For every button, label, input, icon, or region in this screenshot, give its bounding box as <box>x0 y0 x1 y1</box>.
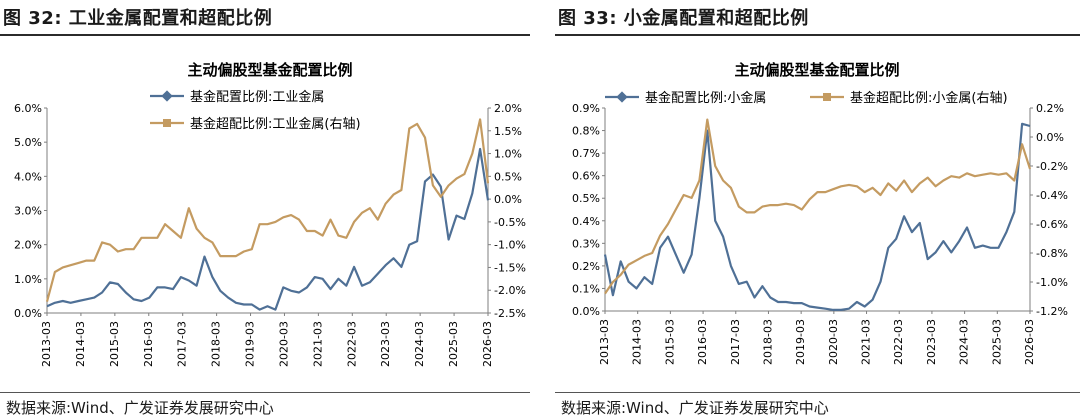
y-right-tick-label: 1.0% <box>494 148 522 161</box>
x-tick-label: 2025-03 <box>990 319 1003 365</box>
x-tick-label: 2022-03 <box>345 321 358 367</box>
legend-marker-diamond <box>616 91 628 103</box>
y-right-tick-label: 0.5% <box>494 170 522 183</box>
x-tick-label: 2018-03 <box>761 319 774 365</box>
x-tick-label: 2014-03 <box>74 321 87 367</box>
x-tick-label: 2019-03 <box>794 319 807 365</box>
x-tick-label: 2020-03 <box>277 321 290 367</box>
x-tick-label: 2026-03 <box>1023 319 1036 365</box>
series-line-overweight <box>604 118 1032 295</box>
y-right-tick-label: -0.4% <box>1036 189 1068 202</box>
legend-label: 基金配置比例:小金属 <box>645 90 766 106</box>
legend-label: 基金超配比例:小金属(右轴) <box>850 90 1008 106</box>
y-left-tick-label: 4.0% <box>14 170 42 183</box>
x-tick-label: 2020-03 <box>827 319 840 365</box>
y-right-tick-label: -1.5% <box>494 261 526 274</box>
footer-divider <box>555 392 1080 393</box>
y-left-tick-label: 0.6% <box>572 170 600 183</box>
y-right-tick-label: -2.5% <box>494 307 526 320</box>
y-left-tick-label: 0.0% <box>572 305 600 318</box>
x-tick-label: 2013-03 <box>598 319 611 365</box>
y-left-tick-label: 5.0% <box>14 136 42 149</box>
y-right-tick-label: 0.0% <box>494 193 522 206</box>
y-left-tick-label: 0.4% <box>572 215 600 228</box>
figure-33-title: 图 33: 小金属配置和超配比例 <box>558 8 809 29</box>
series-line-allocation <box>603 122 1031 311</box>
y-right-tick-label: -1.0% <box>1036 276 1068 289</box>
x-tick-label: 2024-03 <box>413 321 426 367</box>
legend-marker-diamond <box>161 90 173 102</box>
y-left-tick-label: 0.1% <box>572 282 600 295</box>
y-left-tick-label: 0.2% <box>572 260 600 273</box>
x-tick-label: 2025-03 <box>447 321 460 367</box>
figure-32-title: 图 32: 工业金属配置和超配比例 <box>3 8 273 29</box>
y-right-tick-label: -1.0% <box>494 239 526 252</box>
y-right-tick-label: -2.0% <box>494 284 526 297</box>
chart-minor-metals: 主动偏股型基金配置比例 0.0% 0.1% 0.2% 0.3% 0.4% 0.5% 0.6% 0… <box>572 61 1068 365</box>
y-right-tick-label: 2.0% <box>494 102 522 115</box>
series-line-allocation <box>46 147 490 311</box>
title-divider <box>0 34 530 36</box>
x-tick-label: 2022-03 <box>892 319 905 365</box>
y-left-tick-label: 0.9% <box>572 102 600 115</box>
chart-industrial-metals: 主动偏股型基金配置比例 0.0% 1.0% 2.0% 3.0% 4.0% 5.0% 6.0% -… <box>14 61 526 367</box>
x-tick-label: 2023-03 <box>379 321 392 367</box>
y-right-tick-label: 1.5% <box>494 125 522 138</box>
y-left-tick-label: 0.7% <box>572 147 600 160</box>
x-tick-label: 2026-03 <box>481 321 494 367</box>
y-left-tick-label: 2.0% <box>14 239 42 252</box>
legend-label: 基金配置比例:工业金属 <box>190 89 324 105</box>
y-left-tick-label: 1.0% <box>14 273 42 286</box>
y-left-tick-label: 0.8% <box>572 125 600 138</box>
y-left-tick-label: 3.0% <box>14 205 42 218</box>
legend-marker-square <box>823 93 831 101</box>
x-tick-label: 2023-03 <box>925 319 938 365</box>
y-right-tick-label: -0.8% <box>1036 247 1068 260</box>
x-tick-label: 2017-03 <box>176 321 189 367</box>
x-tick-label: 2014-03 <box>631 319 644 365</box>
x-tick-label: 2018-03 <box>210 321 223 367</box>
y-left-tick-label: 0.3% <box>572 237 600 250</box>
chart-title: 主动偏股型基金配置比例 <box>734 61 899 79</box>
x-tick-label: 2021-03 <box>311 321 324 367</box>
x-tick-label: 2024-03 <box>958 319 971 365</box>
y-left-tick-label: 6.0% <box>14 102 42 115</box>
legend-label: 基金超配比例:工业金属(右轴) <box>190 116 361 132</box>
x-tick-label: 2015-03 <box>108 321 121 367</box>
x-tick-label: 2016-03 <box>696 319 709 365</box>
y-left-tick-label: 0.0% <box>14 307 42 320</box>
x-tick-label: 2013-03 <box>40 321 53 367</box>
y-right-tick-label: -0.6% <box>1036 218 1068 231</box>
x-tick-label: 2019-03 <box>244 321 257 367</box>
footer-divider <box>0 392 530 393</box>
y-left-tick-label: 0.5% <box>572 192 600 205</box>
source-note: 数据来源:Wind、广发证券发展研究中心 <box>561 399 829 417</box>
series-line-overweight <box>45 118 490 302</box>
x-tick-label: 2017-03 <box>729 319 742 365</box>
y-right-tick-label: -1.2% <box>1036 305 1068 318</box>
x-tick-label: 2015-03 <box>663 319 676 365</box>
title-divider <box>555 34 1080 36</box>
y-right-tick-label: 0.2% <box>1036 102 1064 115</box>
legend-marker-square <box>163 119 171 127</box>
x-tick-label: 2016-03 <box>142 321 155 367</box>
x-tick-label: 2021-03 <box>860 319 873 365</box>
y-right-tick-label: 0.0% <box>1036 131 1064 144</box>
source-note: 数据来源:Wind、广发证券发展研究中心 <box>6 399 274 417</box>
y-right-tick-label: -0.5% <box>494 216 526 229</box>
y-right-tick-label: -0.2% <box>1036 160 1068 173</box>
chart-title: 主动偏股型基金配置比例 <box>187 61 352 79</box>
